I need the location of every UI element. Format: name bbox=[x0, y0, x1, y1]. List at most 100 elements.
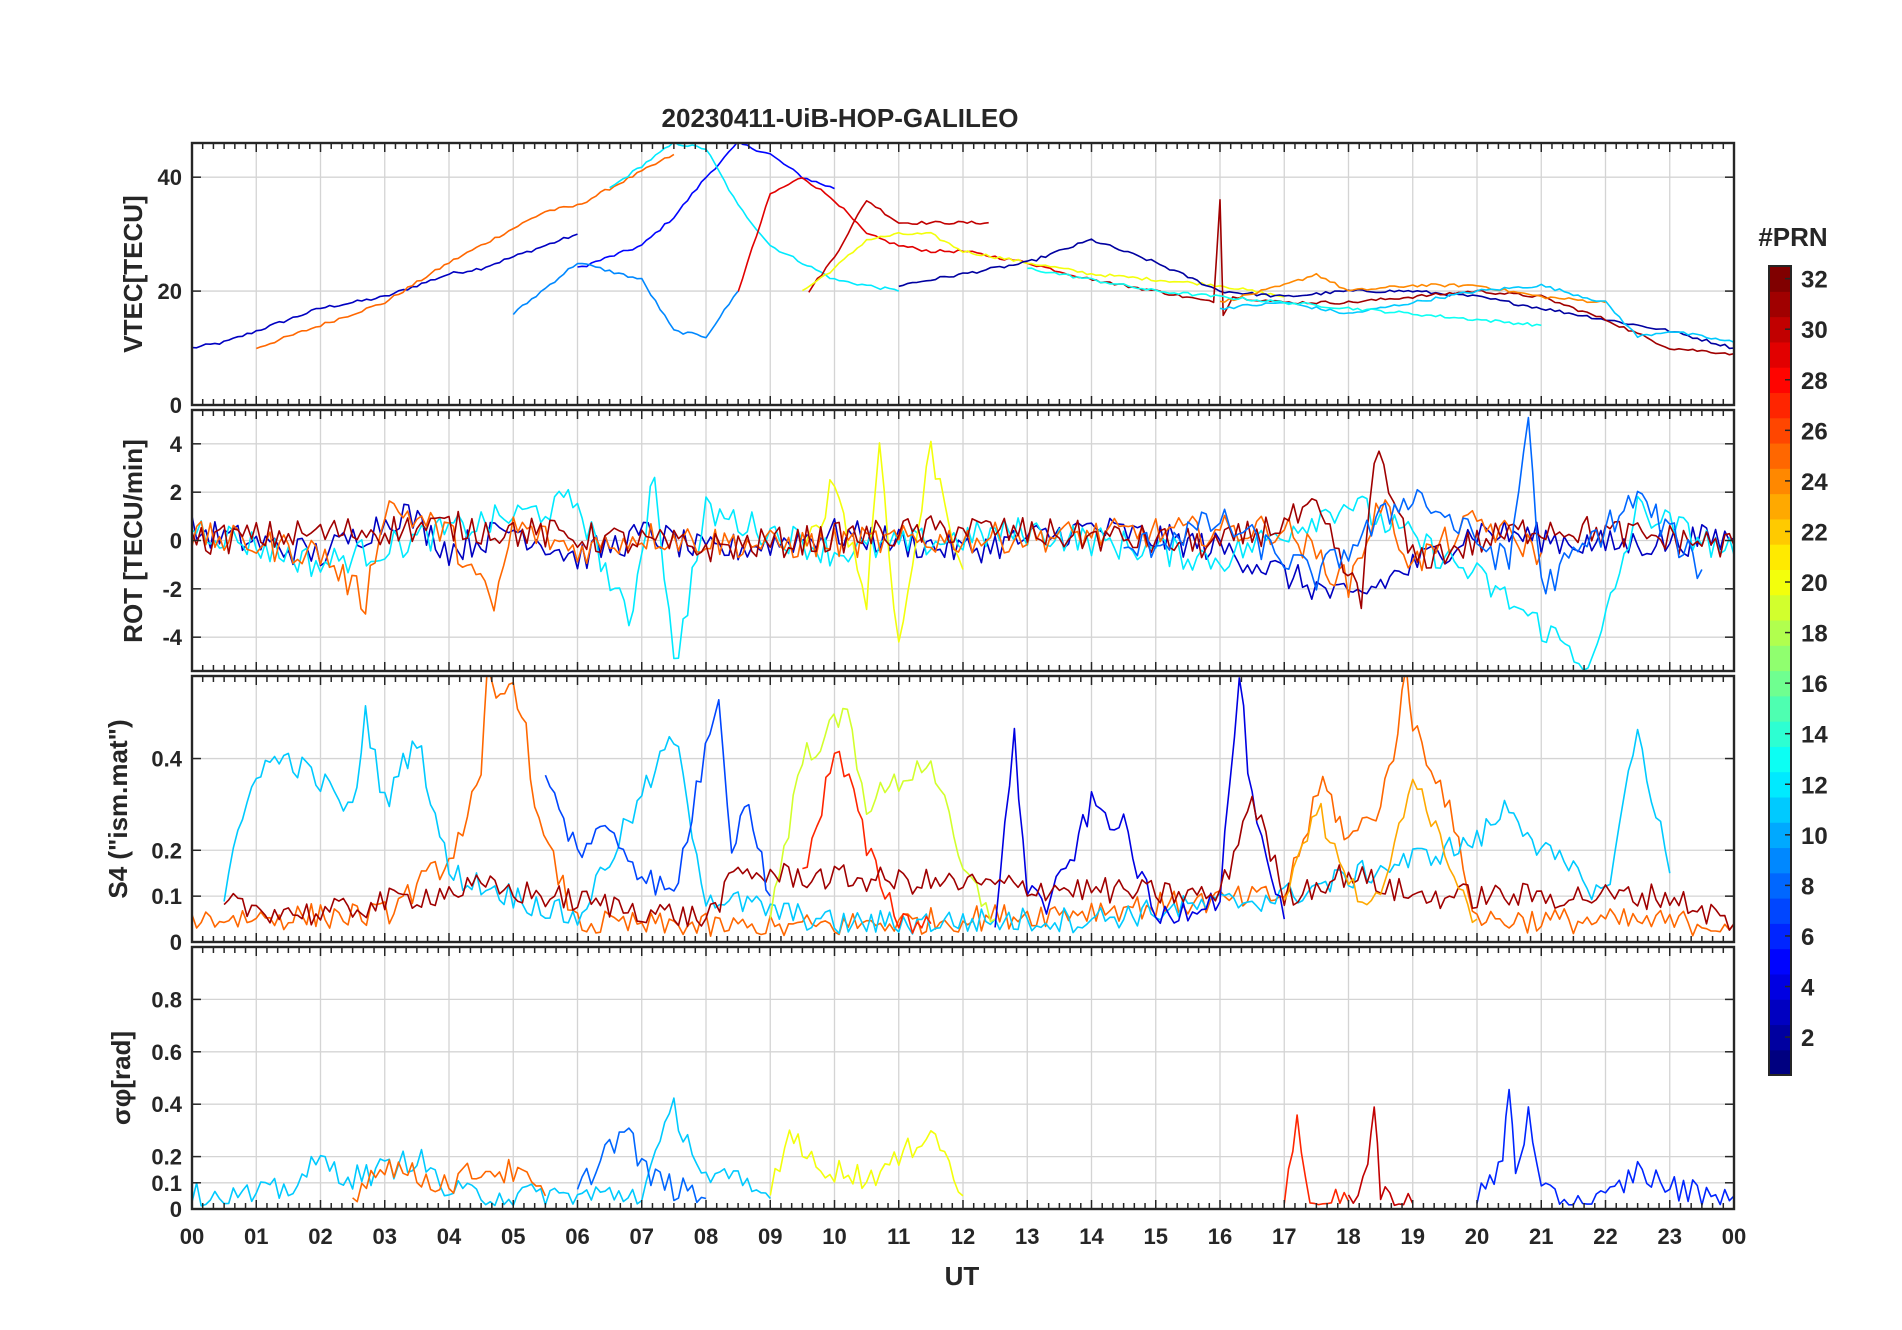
colorbar-tick-label: 8 bbox=[1801, 873, 1814, 900]
s4-tick-marks bbox=[191, 676, 1735, 943]
x-tick-label: 11 bbox=[887, 1224, 910, 1249]
colorbar-segment bbox=[1769, 771, 1791, 798]
series-prn-5 bbox=[577, 143, 835, 268]
series-prn-24 bbox=[1219, 272, 1606, 304]
colorbar-segment bbox=[1769, 316, 1791, 343]
series-prn-11 bbox=[1219, 283, 1734, 344]
y-tick-label: 0 bbox=[170, 393, 182, 418]
series-prn-4 bbox=[994, 677, 1286, 928]
rot-tick-marks bbox=[191, 410, 1735, 671]
series-prn-8 bbox=[576, 1127, 707, 1204]
s4-y-axis-label: S4 ("ism.mat") bbox=[103, 719, 133, 898]
x-tick-label: 13 bbox=[1015, 1224, 1039, 1249]
panel-s4: 0 0.1 0.2 0.4 S4 ("ism.mat") bbox=[103, 674, 1736, 955]
colorbar-segment bbox=[1769, 948, 1791, 975]
colorbar-segment bbox=[1769, 1049, 1791, 1076]
y-tick-label: 0.2 bbox=[151, 838, 182, 863]
colorbar-frame bbox=[1768, 265, 1792, 1076]
colorbar-segment bbox=[1769, 999, 1791, 1026]
series-prn-8 bbox=[1123, 416, 1703, 595]
y-tick-label: 0.1 bbox=[151, 884, 182, 909]
series-prn-31 bbox=[192, 450, 1734, 610]
series-prn-6 bbox=[1476, 1088, 1734, 1206]
series-prn-2 bbox=[898, 238, 1734, 350]
colorbar-segment bbox=[1769, 544, 1791, 570]
rot-grid bbox=[191, 410, 1735, 671]
colorbar-label: #PRN bbox=[1758, 222, 1827, 252]
series-prn-23 bbox=[1283, 778, 1478, 924]
colorbar-segment bbox=[1769, 721, 1791, 747]
y-tick-label: 0.6 bbox=[151, 1040, 182, 1065]
vtec-tick-marks bbox=[191, 143, 1735, 406]
colorbar-tick-label: 32 bbox=[1801, 267, 1828, 294]
colorbar-segment bbox=[1769, 872, 1791, 899]
x-tick-label: 09 bbox=[758, 1224, 782, 1249]
vtec-series bbox=[192, 143, 1734, 356]
x-tick-label: 05 bbox=[501, 1224, 525, 1249]
x-tick-labels: 00 01 02 03 04 05 06 07 08 09 10 11 12 13 14 15 16 17 18 19… bbox=[180, 1224, 1746, 1249]
colorbar-tick-label: 2 bbox=[1801, 1025, 1814, 1052]
colorbar-segment bbox=[1769, 1024, 1791, 1051]
colorbar-tick-label: 16 bbox=[1801, 671, 1828, 698]
series-prn-25 bbox=[352, 1158, 547, 1203]
colorbar-tick-label: 18 bbox=[1801, 621, 1828, 648]
x-tick-label: 00 bbox=[180, 1224, 204, 1249]
series-prn-31 bbox=[1091, 199, 1734, 356]
colorbar-segment bbox=[1769, 619, 1791, 646]
x-tick-label: 10 bbox=[822, 1224, 846, 1249]
colorbar-segment bbox=[1769, 594, 1791, 621]
colorbar-segment bbox=[1769, 367, 1791, 394]
sigma-tick-marks bbox=[191, 947, 1735, 1210]
colorbar-segment bbox=[1769, 518, 1791, 545]
series-prn-9 bbox=[512, 262, 739, 339]
colorbar-segment bbox=[1769, 569, 1791, 596]
sigma-grid bbox=[191, 947, 1735, 1210]
sigma-y-axis-label: σφ[rad] bbox=[106, 1031, 136, 1125]
x-tick-label: 03 bbox=[373, 1224, 397, 1249]
colorbar-tick-label: 24 bbox=[1801, 469, 1828, 496]
x-tick-label: 01 bbox=[244, 1224, 268, 1249]
panel-rot: -4 -2 0 2 4 ROT [TECU/min] bbox=[118, 408, 1736, 673]
y-tick-label: 0.8 bbox=[151, 987, 182, 1012]
series-prn-25 bbox=[192, 499, 1543, 615]
series-prn-20 bbox=[801, 440, 964, 643]
y-tick-label: 2 bbox=[170, 480, 182, 505]
colorbar-segment bbox=[1769, 898, 1791, 924]
y-tick-label: 4 bbox=[170, 432, 183, 457]
series-prn-12 bbox=[609, 143, 900, 292]
y-tick-label: 0.1 bbox=[151, 1171, 182, 1196]
vtec-grid bbox=[191, 143, 1735, 406]
series-prn-27 bbox=[802, 750, 932, 934]
x-tick-label: 23 bbox=[1658, 1224, 1682, 1249]
colorbar-segment bbox=[1769, 417, 1791, 444]
x-tick-label: 16 bbox=[1208, 1224, 1232, 1249]
colorbar-tick-label: 4 bbox=[1801, 975, 1815, 1002]
y-tick-label: -4 bbox=[162, 625, 182, 650]
x-tick-label: 00 bbox=[1722, 1224, 1746, 1249]
x-tick-label: 14 bbox=[1079, 1224, 1104, 1249]
series-prn-11 bbox=[192, 1097, 771, 1207]
x-tick-label: 22 bbox=[1593, 1224, 1617, 1249]
panel-sigma: 00.10.2 0.4 0.6 0.8 σφ[rad] bbox=[106, 945, 1736, 1222]
series-prn-29 bbox=[737, 177, 1092, 293]
x-tick-label: 12 bbox=[951, 1224, 975, 1249]
colorbar-tick-label: 22 bbox=[1801, 519, 1828, 546]
panel-vtec: 0 20 40 VTEC[TECU] bbox=[118, 141, 1736, 418]
series-prn-3 bbox=[192, 233, 578, 349]
y-tick-label: -2 bbox=[162, 577, 182, 602]
colorbar-segment bbox=[1769, 493, 1791, 520]
series-prn-25 bbox=[192, 676, 1734, 938]
colorbar-tick-label: 14 bbox=[1801, 722, 1828, 749]
s4-grid bbox=[191, 676, 1735, 943]
colorbar-segment bbox=[1769, 847, 1791, 874]
colorbar-segment bbox=[1769, 341, 1791, 368]
x-tick-label: 07 bbox=[630, 1224, 654, 1249]
colorbar-segment bbox=[1769, 746, 1791, 773]
colorbar-tick-label: 6 bbox=[1801, 924, 1814, 951]
x-tick-label: 19 bbox=[1401, 1224, 1425, 1249]
colorbar-tick-label: 12 bbox=[1801, 772, 1828, 799]
colorbar-segment bbox=[1769, 468, 1791, 495]
